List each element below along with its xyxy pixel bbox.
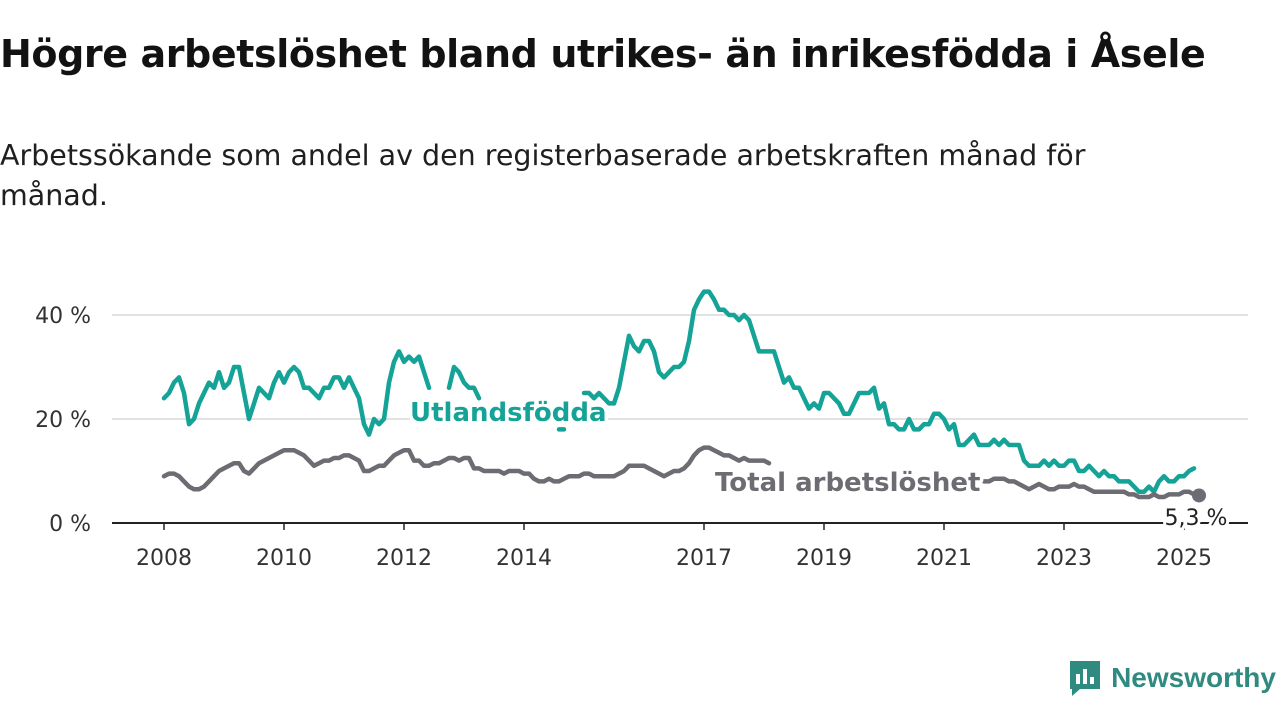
end-value-label: 5,3 %	[1165, 506, 1228, 531]
page-title: Högre arbetslöshet bland utrikes- än inr…	[0, 32, 1206, 76]
series-lines	[161, 289, 1206, 503]
series-label-utlandsfodda: Utlandsfödda	[410, 398, 607, 428]
x-tick-label: 2019	[796, 546, 852, 571]
gridlines	[112, 314, 1248, 420]
x-tick-label: 2014	[496, 546, 552, 571]
series-line	[161, 445, 1202, 500]
brand: Newsworthy	[1067, 658, 1276, 698]
y-tick-label: 0 %	[49, 512, 91, 537]
y-tick-label: 20 %	[35, 408, 91, 433]
line-chart: 0 % 20 % 40 % 2008 2010 2012 2014 2017 2019 2021 2…	[35, 289, 1248, 571]
x-tick-label: 2010	[256, 546, 312, 571]
series-line	[161, 289, 1197, 495]
x-tick-label: 2012	[376, 546, 432, 571]
axes: 0 % 20 % 40 % 2008 2010 2012 2014 2017 2019 2021 2…	[35, 304, 1248, 571]
newsworthy-logo-icon	[1070, 661, 1101, 696]
brand-name: Newsworthy	[1111, 662, 1276, 693]
x-tick-label: 2017	[676, 546, 732, 571]
series-labels: Utlandsfödda Total arbetslöshet 5,3 %	[407, 395, 1231, 535]
x-tick-label: 2025	[1156, 546, 1212, 571]
x-tick-label: 2023	[1036, 546, 1092, 571]
x-tick-label: 2021	[916, 546, 972, 571]
series-label-total: Total arbetslöshet	[715, 468, 980, 498]
x-tick-label: 2008	[136, 546, 192, 571]
end-point-marker	[1192, 488, 1206, 503]
y-tick-label: 40 %	[35, 304, 91, 329]
chart-subtitle: Arbetssökande som andel av den registerb…	[0, 139, 1086, 212]
